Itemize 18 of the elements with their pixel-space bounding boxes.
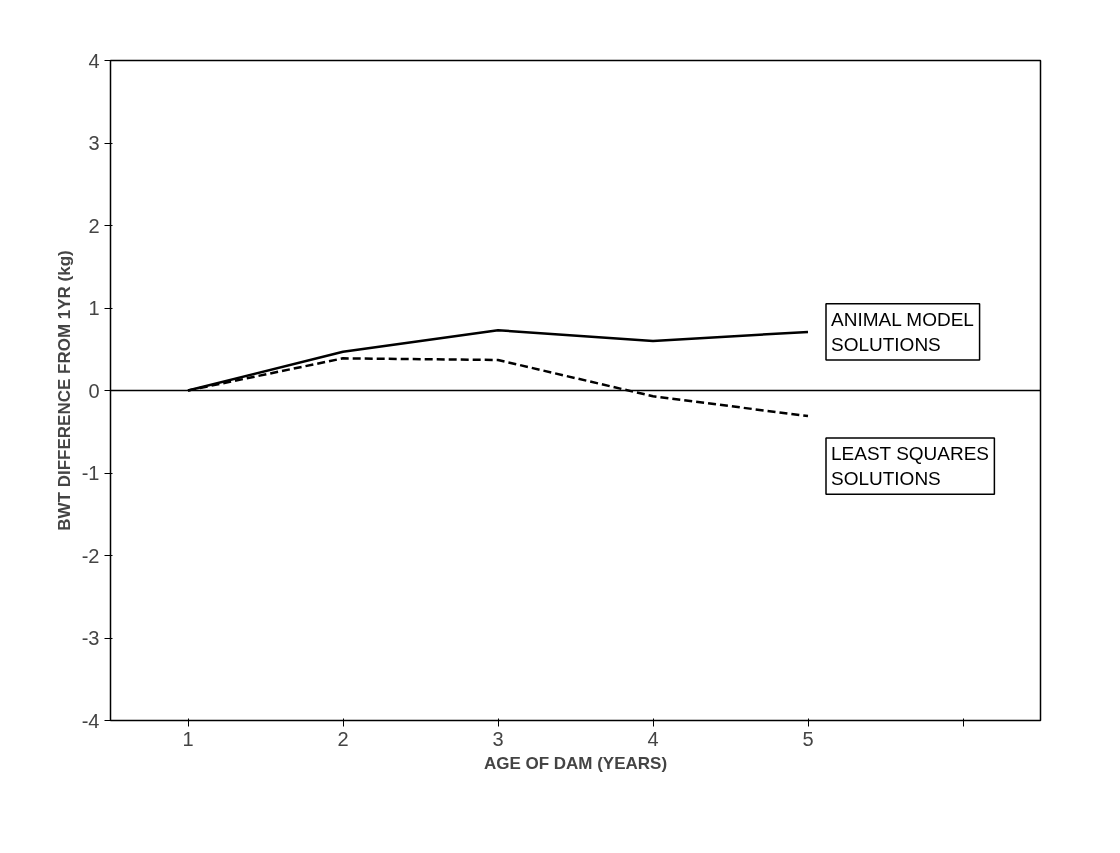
x-axis-title: AGE OF DAM (YEARS) xyxy=(483,753,668,773)
y-tick-label: 1 xyxy=(88,297,100,319)
y-tick-label: -1 xyxy=(81,462,100,484)
y-tick-label: -4 xyxy=(81,709,100,732)
x-tick-label: 4 xyxy=(647,727,659,750)
x-tick-label: 2 xyxy=(337,727,349,750)
y-tick-label: 2 xyxy=(88,214,100,237)
x-tick-label: 5 xyxy=(802,727,814,750)
x-tick-label: 3 xyxy=(492,727,504,750)
series-label: ANIMAL MODEL SOLUTIONS xyxy=(831,308,974,356)
y-tick-label: 4 xyxy=(88,49,100,72)
series-label: LEAST SQUARES SOLUTIONS xyxy=(831,442,990,490)
y-tick-label: 0 xyxy=(88,379,100,402)
x-tick-label: 1 xyxy=(182,727,194,750)
y-tick-label: -2 xyxy=(81,544,100,567)
y-tick-label: -3 xyxy=(81,627,100,649)
y-axis-title: BWT DIFFERENCE FROM 1YR (kg) xyxy=(54,250,74,531)
y-tick-label: 3 xyxy=(88,132,100,154)
